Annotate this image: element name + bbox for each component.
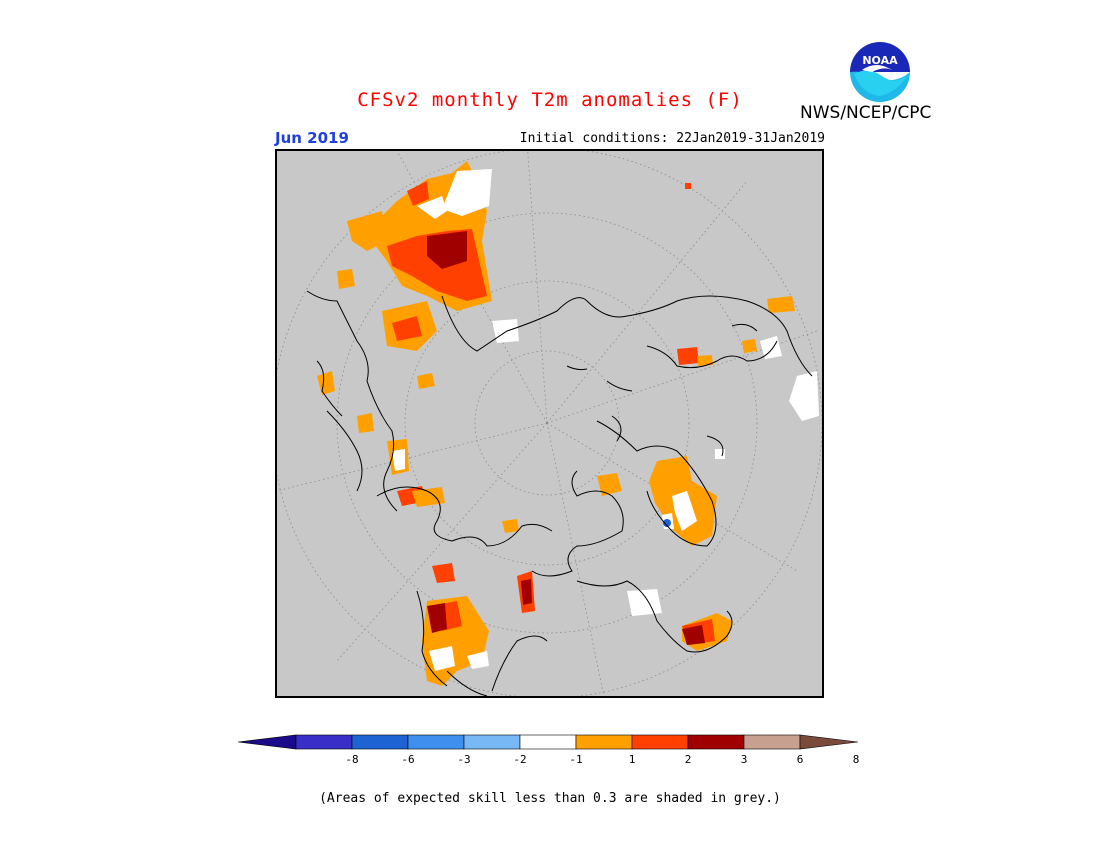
colorbar-bin: [743, 734, 801, 750]
colorbar-bin: [407, 734, 465, 750]
colorbar-tick-label: 8: [853, 753, 860, 766]
colorbar-tick-label: 2: [685, 753, 692, 766]
colorbar-bin: [519, 734, 577, 750]
anomaly-patches: [317, 161, 819, 686]
colorbar-bin: [575, 734, 633, 750]
colorbar-tick-label: -6: [401, 753, 414, 766]
colorbar-tick-label: -3: [457, 753, 470, 766]
organization-label: NWS/NCEP/CPC: [800, 103, 932, 123]
valid-month-label: Jun 2019: [275, 129, 349, 147]
skill-footnote: (Areas of expected skill less than 0.3 a…: [319, 791, 781, 806]
colorbar-bin: [799, 734, 859, 750]
colorbar-bin: [631, 734, 689, 750]
colorbar-bin: [238, 734, 297, 750]
colorbar-tick-label: 6: [797, 753, 804, 766]
colorbar-bin: [351, 734, 409, 750]
noaa-logo-text: NOAA: [862, 54, 898, 67]
colorbar-bin: [687, 734, 745, 750]
colorbar-tick-label: 1: [629, 753, 636, 766]
noaa-logo-icon: NOAA: [849, 41, 911, 103]
colorbar-bin: [463, 734, 521, 750]
colorbar-bin: [295, 734, 353, 750]
colorbar-tick-label: -1: [569, 753, 582, 766]
colorbar-tick-label: -8: [345, 753, 358, 766]
polar-map: [275, 149, 824, 698]
colorbar-tick-label: 3: [741, 753, 748, 766]
colorbar-tick-label: -2: [513, 753, 526, 766]
map-title: CFSv2 monthly T2m anomalies (F): [357, 89, 743, 111]
colorbar-legend: -8 -6 -3 -2 -1 1 2 3 6 8: [238, 734, 860, 766]
initial-conditions-label: Initial conditions: 22Jan2019-31Jan2019: [519, 131, 825, 146]
coastlines: [306, 290, 813, 696]
polar-map-canvas: [277, 151, 822, 696]
